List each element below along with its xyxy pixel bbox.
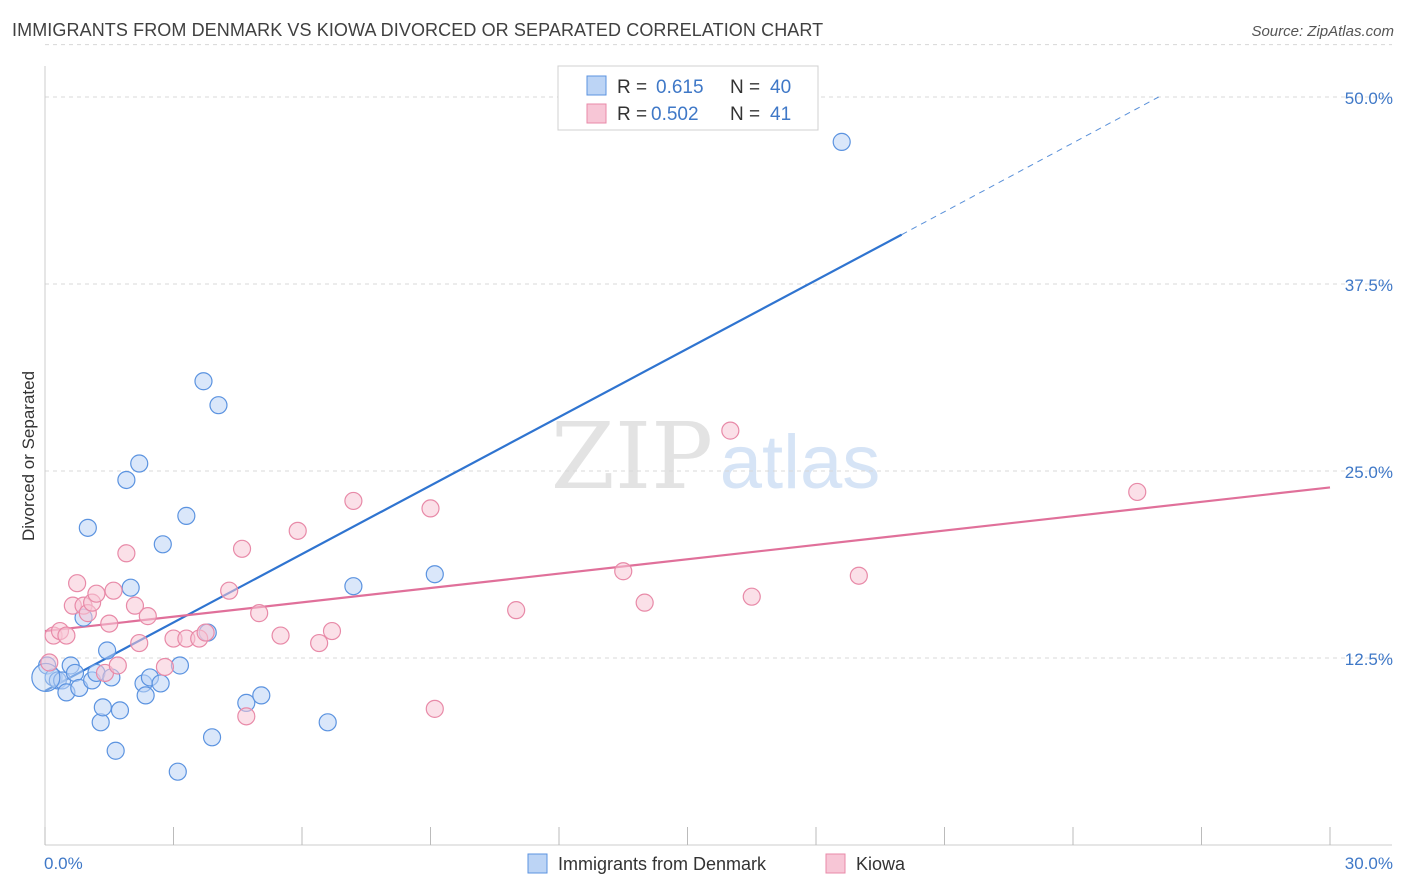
kiowa-point xyxy=(104,581,123,600)
kiowa-point xyxy=(220,581,239,600)
kiowa-point xyxy=(117,544,136,563)
kiowa-point xyxy=(614,562,633,581)
gridlines xyxy=(45,44,1392,659)
y-tick-label: 37.5% xyxy=(1345,276,1393,295)
chart-title: IMMIGRANTS FROM DENMARK VS KIOWA DIVORCE… xyxy=(12,20,824,40)
kiowa-point xyxy=(344,491,363,511)
kiowa-point xyxy=(1128,482,1147,502)
bottom-legend-swatch-kiowa xyxy=(825,853,846,874)
denmark-point xyxy=(136,686,155,705)
legend-r-value-1: 0.615 xyxy=(656,77,704,98)
kiowa-point xyxy=(155,657,175,677)
bottom-legend-label-denmark: Immigrants from Denmark xyxy=(558,854,767,874)
legend-n-value-1: 40 xyxy=(770,77,791,98)
bottom-legend-label-kiowa: Kiowa xyxy=(856,854,906,874)
denmark-point xyxy=(117,470,136,490)
watermark-zip: ZIP xyxy=(551,403,713,510)
kiowa-point xyxy=(721,421,740,440)
legend-n-label-2: N = xyxy=(730,104,760,125)
denmark-point xyxy=(177,506,196,525)
legend-r-label-1: R = xyxy=(617,77,647,98)
denmark-point xyxy=(168,762,187,781)
legend-r-label-2: R = xyxy=(617,104,647,125)
kiowa-point xyxy=(40,653,59,672)
denmark-point xyxy=(832,132,851,151)
data-points xyxy=(31,132,1147,781)
y-tick-label: 50.0% xyxy=(1345,89,1393,108)
kiowa-point xyxy=(322,621,342,641)
denmark-point xyxy=(91,713,110,732)
denmark-point xyxy=(110,701,130,720)
watermark-atlas: atlas xyxy=(720,420,881,505)
y-tick-label: 12.5% xyxy=(1345,650,1393,669)
denmark-point xyxy=(98,641,117,660)
kiowa-point xyxy=(507,601,526,620)
top-legend: R = 0.615 N = 40 R = 0.502 N = 41 xyxy=(557,65,819,131)
trend-lines xyxy=(44,96,1331,692)
legend-n-label-1: N = xyxy=(730,77,760,98)
denmark-point xyxy=(425,565,444,584)
denmark-point xyxy=(151,674,170,693)
x-tick-label: 30.0% xyxy=(1345,854,1393,873)
kiowa-point xyxy=(196,623,215,642)
kiowa-point xyxy=(849,566,868,585)
axes xyxy=(44,66,1392,846)
kiowa-point xyxy=(130,633,149,653)
y-axis-label: Divorced or Separated xyxy=(19,371,38,541)
kiowa-point xyxy=(125,596,145,615)
denmark-point xyxy=(344,577,363,596)
x-tick-label: 0.0% xyxy=(44,854,83,873)
denmark-point xyxy=(130,454,149,473)
kiowa-point xyxy=(108,656,127,675)
denmark-point xyxy=(65,663,85,683)
bottom-legend: Immigrants from Denmark Kiowa xyxy=(527,853,906,874)
source-label: Source: ZipAtlas.com xyxy=(1251,23,1394,40)
legend-swatch-kiowa xyxy=(586,103,607,124)
kiowa-point xyxy=(232,539,252,558)
denmark-point xyxy=(78,518,97,537)
kiowa-point xyxy=(288,521,307,540)
kiowa-point xyxy=(271,626,290,645)
denmark-trend-extension xyxy=(901,96,1159,236)
denmark-point xyxy=(170,656,190,675)
kiowa-point xyxy=(57,626,76,645)
denmark-point xyxy=(153,535,172,554)
denmark-point xyxy=(106,741,125,760)
denmark-point xyxy=(252,686,271,705)
legend-n-value-2: 41 xyxy=(770,104,791,125)
denmark-point xyxy=(209,396,228,415)
kiowa-point xyxy=(237,707,256,726)
kiowa-point xyxy=(742,587,761,606)
kiowa-point xyxy=(138,607,157,626)
y-tick-label: 25.0% xyxy=(1345,463,1393,482)
kiowa-point xyxy=(310,633,329,653)
tick-labels: 12.5% 25.0% 37.5% 50.0% 0.0% 30.0% xyxy=(44,89,1393,873)
denmark-point xyxy=(318,713,337,732)
denmark-point xyxy=(121,578,140,597)
kiowa-point xyxy=(100,614,119,633)
denmark-point xyxy=(194,372,213,391)
kiowa-point xyxy=(425,699,444,718)
denmark-point xyxy=(93,698,112,717)
kiowa-point xyxy=(635,593,654,612)
legend-swatch-denmark xyxy=(586,75,607,96)
kiowa-point xyxy=(87,584,106,603)
kiowa-point xyxy=(68,574,87,593)
denmark-point xyxy=(202,728,222,747)
legend-r-value-2: 0.502 xyxy=(651,104,699,125)
bottom-legend-swatch-denmark xyxy=(527,853,548,874)
kiowa-point xyxy=(421,499,440,518)
kiowa-point xyxy=(250,604,269,623)
